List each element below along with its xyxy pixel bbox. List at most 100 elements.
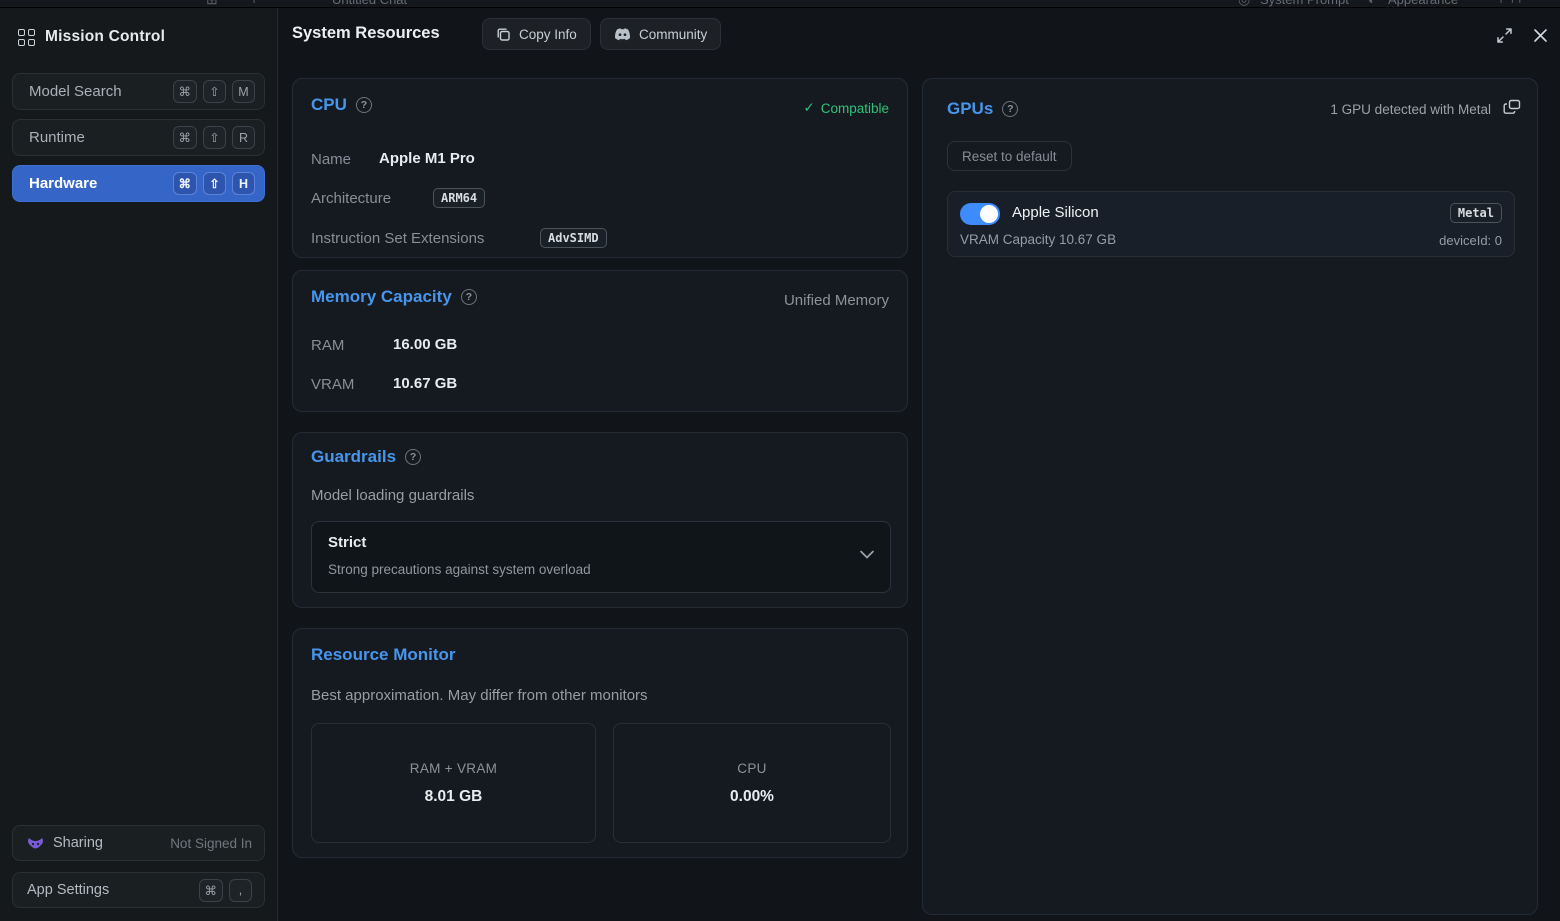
sidebar-item-sharing[interactable]: Sharing Not Signed In [12,825,265,861]
resource-monitor-title-row: Resource Monitor [311,645,456,665]
reset-label: Reset to default [962,148,1057,164]
underlying-app-strip: ⊞ + Untitled Chat ◎ System Prompt ◐ Appe… [0,0,1560,8]
ram-label: RAM [311,337,345,354]
gpu-device-id: deviceId: 0 [1439,233,1502,248]
guardrails-help-icon[interactable]: ? [405,449,422,465]
close-icon[interactable] [1530,25,1550,45]
gpu-enable-toggle[interactable] [960,203,1000,225]
shortcut-keys: ⌘ , [198,878,252,902]
guardrails-dropdown[interactable]: Strict Strong precautions against system… [311,521,891,593]
nav-label: Runtime [29,129,85,146]
community-label: Community [639,26,708,42]
memory-help-icon[interactable]: ? [460,289,477,305]
guardrails-subtitle: Model loading guardrails [311,487,475,504]
shortcut-keys: ⌘ ⇧ M [172,80,255,103]
clipped-system-prompt-icon: ◎ [1238,0,1250,7]
copy-info-label: Copy Info [519,26,577,42]
cpu-monitor-box: CPU 0.00% [613,723,891,843]
gpu-detected-text: 1 GPU detected with Metal [1330,102,1491,117]
shift-key: ⇧ [203,126,226,149]
cpu-monitor-label: CPU [737,760,767,776]
guardrails-selected: Strict [328,534,367,551]
cpu-compatible-badge: ✓ Compatible [803,100,889,116]
sharing-status: Not Signed In [170,835,252,851]
page-title: System Resources [292,24,440,42]
chevron-down-icon [860,550,874,559]
app-settings-label: App Settings [27,882,110,898]
clipped-appearance-icon: ◐ [1368,0,1376,7]
expand-icon[interactable] [1494,25,1514,45]
clipped-toolbar-icon: ⊞ [206,0,218,7]
sidebar-item-hardware[interactable]: Hardware ⌘ ⇧ H [12,165,265,202]
gpu-vram-capacity: VRAM Capacity 10.67 GB [960,232,1117,247]
clipped-toolbar-frag: ⌐ ⌐⌐ [1500,0,1526,7]
resource-monitor-subtitle: Best approximation. May differ from othe… [311,687,648,704]
cpu-name-value: Apple M1 Pro [379,150,475,167]
copy-info-button[interactable]: Copy Info [482,18,591,50]
comma-key: , [229,878,252,902]
nav-label: Hardware [29,175,98,192]
sidebar-item-app-settings[interactable]: App Settings ⌘ , [12,872,265,908]
sidebar-title: Mission Control [45,28,166,45]
sharing-hub-icon [27,837,44,850]
clipped-appearance: Appearance [1388,0,1458,7]
gpus-title: GPUs [947,99,994,118]
sharing-label: Sharing [53,835,103,851]
cpu-ise-badge: AdvSIMD [540,228,607,248]
unified-memory-tag: Unified Memory [783,292,889,309]
letter-key: M [232,80,255,103]
memory-title-row: Memory Capacity ? [311,287,477,307]
gpus-panel: GPUs ? 1 GPU detected with Metal Reset t… [922,78,1538,915]
shift-key: ⇧ [203,172,226,195]
resource-monitor-title: Resource Monitor [311,645,456,664]
cpu-monitor-value: 0.00% [730,787,774,805]
cpu-arch-label: Architecture [311,190,392,207]
memory-title: Memory Capacity [311,287,452,306]
guardrails-card: Guardrails ? Model loading guardrails St… [292,432,908,608]
vram-label: VRAM [311,376,355,393]
guardrails-title: Guardrails [311,447,397,466]
ram-value: 16.00 GB [393,336,458,353]
gpu-copy-icon[interactable] [1503,99,1521,115]
shift-key: ⇧ [203,80,226,103]
cpu-title-row: CPU ? [311,95,372,115]
toggle-knob [980,205,998,223]
gpu-name: Apple Silicon [1012,204,1099,221]
gpus-title-row: GPUs ? [947,99,1019,119]
clipped-system-prompt: System Prompt [1260,0,1349,7]
gpu-row-apple-silicon: Apple Silicon Metal VRAM Capacity 10.67 … [947,191,1515,257]
mission-control-grid-icon [18,28,35,46]
mission-control-header: Mission Control [18,28,165,46]
cpu-title: CPU [311,95,347,114]
cpu-status-text: Compatible [820,100,889,116]
cpu-ise-label: Instruction Set Extensions [311,230,485,247]
cmd-key: ⌘ [172,126,197,149]
cpu-name-label: Name [311,151,352,168]
discord-icon [614,27,631,40]
cpu-help-icon[interactable]: ? [355,97,372,113]
cmd-key: ⌘ [172,172,197,195]
cpu-card: CPU ? ✓ Compatible Name Apple M1 Pro Arc… [292,78,908,258]
main-panel: System Resources Copy Info Community [278,8,1560,921]
sidebar-item-model-search[interactable]: Model Search ⌘ ⇧ M [12,73,265,110]
sidebar-item-runtime[interactable]: Runtime ⌘ ⇧ R [12,119,265,156]
letter-key: H [232,172,255,195]
cpu-arch-badge: ARM64 [433,188,486,208]
memory-card: Memory Capacity ? Unified Memory RAM 16.… [292,270,908,412]
resource-monitor-card: Resource Monitor Best approximation. May… [292,628,908,858]
gpu-backend-badge: Metal [1449,203,1502,223]
ram-vram-monitor-label: RAM + VRAM [409,760,498,776]
cmd-key: ⌘ [172,80,197,103]
check-icon: ✓ [803,100,815,115]
reset-to-default-button[interactable]: Reset to default [947,141,1072,171]
mission-control-sidebar: Mission Control Model Search ⌘ ⇧ M Runti… [0,8,278,921]
ram-vram-monitor-box: RAM + VRAM 8.01 GB [311,723,596,843]
letter-key: R [232,126,255,149]
nav-label: Model Search [29,83,122,100]
vram-value: 10.67 GB [393,375,458,392]
gpus-help-icon[interactable]: ? [1002,101,1019,117]
copy-icon [497,28,510,41]
community-button[interactable]: Community [600,18,722,50]
cmd-key: ⌘ [198,878,223,902]
shortcut-keys: ⌘ ⇧ H [172,172,255,195]
